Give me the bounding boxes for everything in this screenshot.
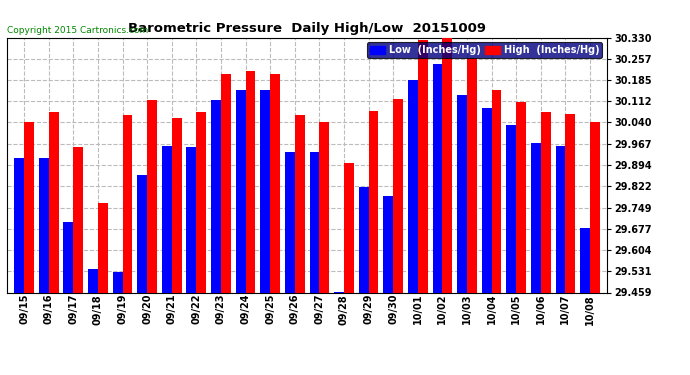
- Bar: [49, 112, 59, 292]
- Bar: [197, 112, 206, 292]
- Bar: [590, 122, 600, 292]
- Bar: [516, 102, 526, 292]
- Legend: Low  (Inches/Hg), High  (Inches/Hg): Low (Inches/Hg), High (Inches/Hg): [367, 42, 602, 58]
- Bar: [112, 272, 123, 292]
- Bar: [491, 90, 502, 292]
- Bar: [368, 111, 378, 292]
- Bar: [555, 146, 565, 292]
- Bar: [123, 115, 132, 292]
- Bar: [359, 187, 368, 292]
- Bar: [162, 146, 172, 292]
- Bar: [433, 64, 442, 292]
- Bar: [14, 158, 24, 292]
- Bar: [285, 152, 295, 292]
- Bar: [310, 152, 319, 292]
- Bar: [580, 228, 590, 292]
- Bar: [295, 115, 304, 292]
- Bar: [531, 143, 541, 292]
- Bar: [24, 122, 34, 292]
- Bar: [211, 100, 221, 292]
- Bar: [417, 40, 428, 292]
- Bar: [344, 164, 354, 292]
- Title: Barometric Pressure  Daily High/Low  20151009: Barometric Pressure Daily High/Low 20151…: [128, 22, 486, 35]
- Bar: [482, 108, 491, 292]
- Bar: [319, 122, 329, 292]
- Bar: [98, 203, 108, 292]
- Bar: [260, 90, 270, 292]
- Bar: [221, 74, 230, 292]
- Bar: [541, 112, 551, 292]
- Bar: [506, 125, 516, 292]
- Bar: [147, 100, 157, 292]
- Bar: [457, 94, 467, 292]
- Text: Copyright 2015 Cartronics.com: Copyright 2015 Cartronics.com: [7, 26, 148, 35]
- Bar: [565, 114, 575, 292]
- Bar: [442, 36, 452, 292]
- Bar: [39, 158, 49, 292]
- Bar: [408, 80, 417, 292]
- Bar: [73, 147, 83, 292]
- Bar: [246, 71, 255, 292]
- Bar: [393, 99, 403, 292]
- Bar: [63, 222, 73, 292]
- Bar: [137, 175, 147, 292]
- Bar: [236, 90, 246, 292]
- Bar: [467, 58, 477, 292]
- Bar: [88, 269, 98, 292]
- Bar: [172, 118, 181, 292]
- Bar: [270, 74, 280, 292]
- Bar: [186, 147, 197, 292]
- Bar: [384, 196, 393, 292]
